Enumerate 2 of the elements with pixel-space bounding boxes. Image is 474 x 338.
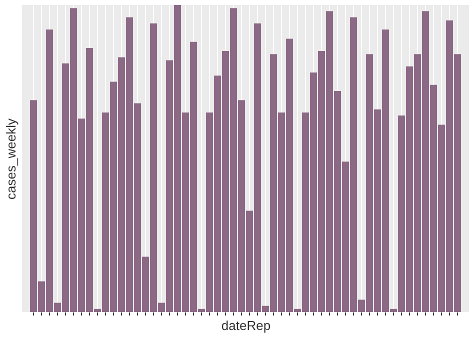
x-axis-title: dateRep [221,318,271,333]
y-axis-title: cases_weekly [4,118,18,200]
